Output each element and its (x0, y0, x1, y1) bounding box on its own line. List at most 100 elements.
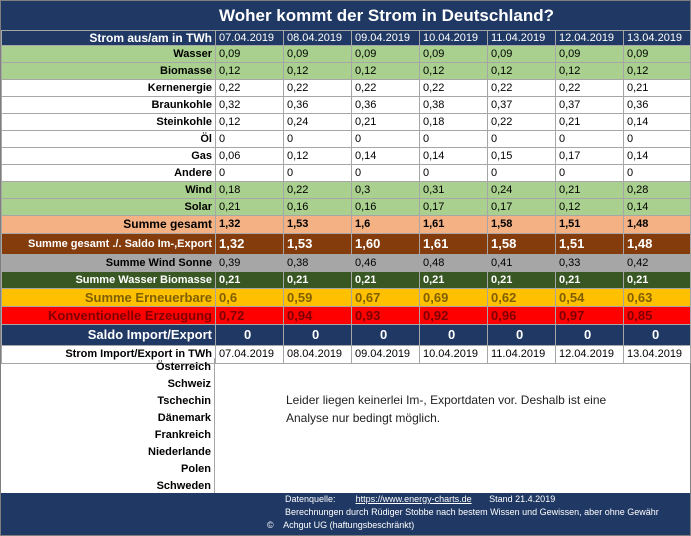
value-cell: 0,93 (351, 306, 420, 325)
value-cell: 0,21 (623, 79, 691, 97)
row-andere: Andere 0 0 0 0 0 0 0 (1, 164, 691, 182)
row-label: Summe Wind Sonne (1, 254, 216, 272)
value-cell: 0 (351, 130, 420, 148)
value-cell: 0,21 (215, 271, 284, 289)
value-cell: 0,09 (351, 45, 420, 63)
row-label: Konventionelle Erzeugung (1, 306, 216, 325)
value-cell: 0,17 (555, 147, 624, 165)
value-cell: 0,22 (419, 79, 488, 97)
value-cell: 1,51 (555, 233, 624, 255)
title-bar: Woher kommt der Strom in Deutschland? (1, 1, 690, 30)
value-cell: 0,46 (351, 254, 420, 272)
value-cell: 0,3 (351, 181, 420, 199)
value-cell: 0,16 (283, 198, 352, 216)
row-label: Braunkohle (1, 96, 216, 114)
row-summe-erneuerbare: Summe Erneuerbare 0,6 0,59 0,67 0,69 0,62 0,54… (1, 288, 691, 307)
value-cell: 0 (555, 324, 624, 346)
stand-date: Stand 21.4.2019 (489, 494, 556, 504)
page-title: Woher kommt der Strom in Deutschland? (219, 6, 555, 25)
value-cell: 0,21 (555, 181, 624, 199)
value-cell: 0,22 (487, 113, 556, 131)
value-cell: 0,16 (351, 198, 420, 216)
value-cell: 1,51 (555, 215, 624, 234)
value-cell: 0,37 (555, 96, 624, 114)
value-cell: 0,14 (623, 147, 691, 165)
row-gas: Gas 0,06 0,12 0,14 0,14 0,15 0,17 0,14 (1, 147, 691, 165)
value-cell: 0,6 (215, 288, 284, 307)
value-cell: 0 (623, 130, 691, 148)
value-cell: 0,36 (351, 96, 420, 114)
value-cell: 10.04.2019 (419, 30, 488, 46)
value-cell: 08.04.2019 (283, 30, 352, 46)
value-cell: 0,12 (283, 147, 352, 165)
value-cell: 0 (487, 324, 556, 346)
row-label: Wasser (1, 45, 216, 63)
header-row: Strom aus/am in TWh 07.04.2019 08.04.2019 0… (1, 30, 691, 46)
value-cell: 0,12 (487, 62, 556, 80)
value-cell: 0 (487, 130, 556, 148)
value-cell: 0,09 (623, 45, 691, 63)
value-cell: 0,09 (487, 45, 556, 63)
value-cell: 0,21 (283, 271, 352, 289)
value-cell: 0,22 (487, 79, 556, 97)
country-label: Polen (181, 463, 211, 475)
source-link[interactable]: https://www.energy-charts.de (355, 494, 472, 504)
notice-line-1: Leider liegen keinerlei Im-, Exportdaten… (286, 393, 607, 407)
value-cell: 0,18 (215, 181, 284, 199)
value-cell: 0,54 (555, 288, 624, 307)
value-cell: 0,14 (623, 113, 691, 131)
value-cell: 12.04.2019 (555, 345, 624, 364)
row-summe-wasser-biomasse: Summe Wasser Biomasse 0,21 0,21 0,21 0,21 0,2… (1, 271, 691, 289)
value-cell: 0,12 (215, 113, 284, 131)
value-cell: 0 (419, 130, 488, 148)
country-label: Niederlande (148, 446, 211, 458)
value-cell: 0,38 (419, 96, 488, 114)
row-label: Andere (1, 164, 216, 182)
value-cell: 0,38 (283, 254, 352, 272)
value-cell: 0,37 (487, 96, 556, 114)
country-label: Österreich (155, 361, 211, 373)
value-cell: 0,12 (215, 62, 284, 80)
notice-line-2: Analyse nur bedingt möglich. (286, 411, 441, 425)
value-cell: 0 (487, 164, 556, 182)
value-cell: 1,32 (215, 233, 284, 255)
row-summe-gesamt: Summe gesamt 1,32 1,53 1,6 1,61 1,58 1,51 1,48 (1, 215, 691, 234)
country-label: Dänemark (157, 412, 211, 424)
value-cell: 0,21 (623, 271, 691, 289)
value-cell: 1,58 (487, 233, 556, 255)
country-label: Frankreich (154, 429, 211, 441)
value-cell: 0,24 (487, 181, 556, 199)
row-label: Gas (1, 147, 216, 165)
value-cell: 0,12 (555, 62, 624, 80)
value-cell: 1,48 (623, 215, 691, 234)
value-cell: 1,53 (283, 233, 352, 255)
value-cell: 0,22 (555, 79, 624, 97)
value-cell: 1,53 (283, 215, 352, 234)
row-steinkohle: Steinkohle 0,12 0,24 0,21 0,18 0,22 0,21 0,14 (1, 113, 691, 131)
row-biomasse: Biomasse 0,12 0,12 0,12 0,12 0,12 0,12 0,12 (1, 62, 691, 80)
value-cell: 0,22 (283, 79, 352, 97)
value-cell: 0,06 (215, 147, 284, 165)
value-cell: 0 (215, 164, 284, 182)
row-label: Strom Import/Export in TWh (1, 345, 216, 364)
value-cell: 0,21 (555, 113, 624, 131)
value-cell: 0 (419, 164, 488, 182)
row-label: Biomasse (1, 62, 216, 80)
row-label: Summe Wasser Biomasse (1, 271, 216, 289)
row-label: Summe gesamt ./. Saldo Im-,Export (1, 233, 216, 255)
value-cell: 0,12 (555, 198, 624, 216)
row-wasser: Wasser 0,09 0,09 0,09 0,09 0,09 0,09 0,09 (1, 45, 691, 63)
disclaimer: Berechnungen durch Rüdiger Stobbe nach b… (285, 507, 659, 517)
value-cell: 0,21 (351, 113, 420, 131)
row-label: Saldo Import/Export (1, 324, 216, 346)
value-cell: 0,21 (555, 271, 624, 289)
value-cell: 0,21 (351, 271, 420, 289)
row-label: Summe Erneuerbare (1, 288, 216, 307)
value-cell: 0,14 (419, 147, 488, 165)
value-cell: 0 (215, 324, 284, 346)
value-cell: 0,92 (419, 306, 488, 325)
value-cell: 0 (623, 324, 691, 346)
row-saldo-ie: Saldo Import/Export 0 0 0 0 0 0 0 (1, 324, 691, 346)
value-cell: 0 (419, 324, 488, 346)
row-label: Solar (1, 198, 216, 216)
